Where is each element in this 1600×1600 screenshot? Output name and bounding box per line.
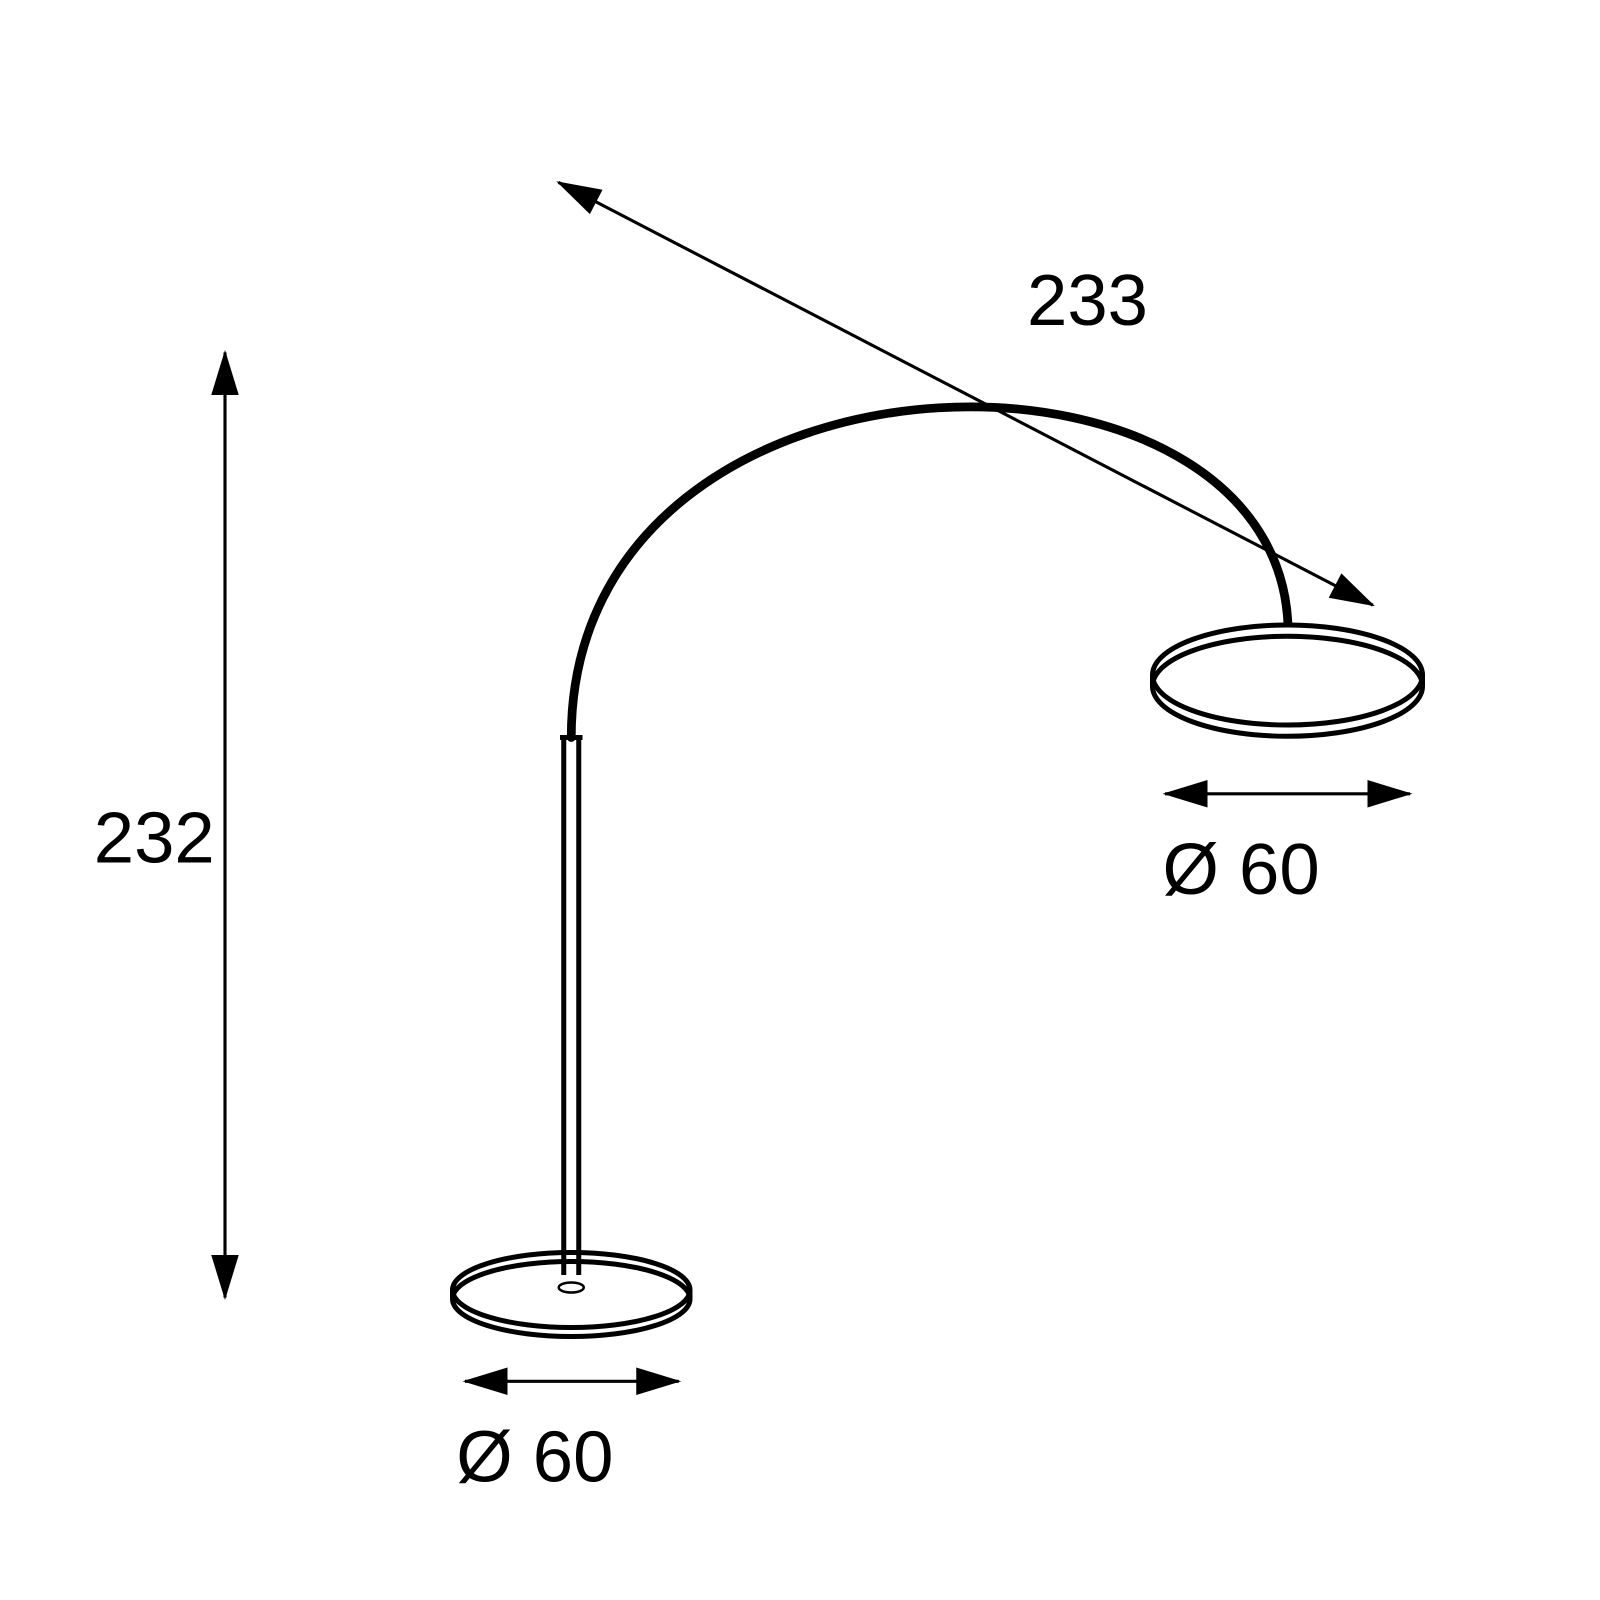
svg-text:Ø 60: Ø 60 bbox=[1163, 829, 1320, 910]
svg-text:233: 233 bbox=[1027, 260, 1148, 341]
svg-text:Ø 60: Ø 60 bbox=[456, 1416, 613, 1497]
svg-text:232: 232 bbox=[94, 798, 215, 879]
